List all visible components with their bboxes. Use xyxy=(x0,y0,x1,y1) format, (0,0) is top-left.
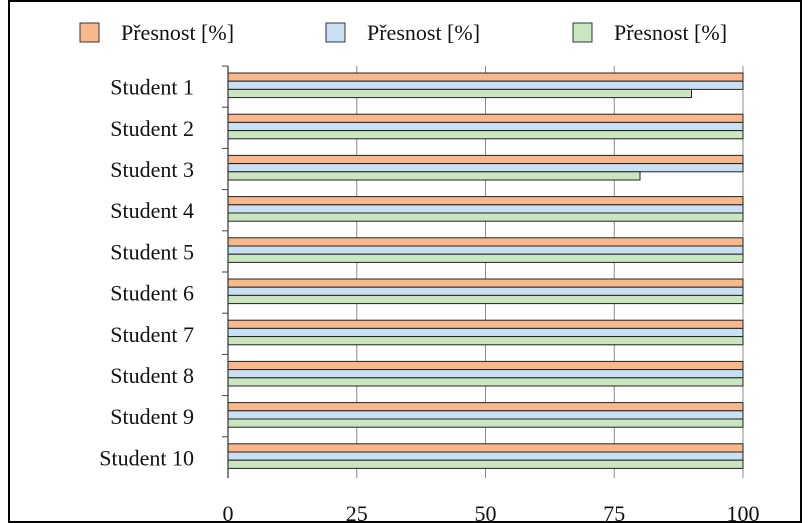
legend-item-3: Přesnost [%] xyxy=(572,20,727,45)
bars xyxy=(227,72,744,469)
x-tick-label: 50 xyxy=(475,501,497,523)
bar-2-series-1 xyxy=(227,113,744,123)
category-label: Student 3 xyxy=(110,157,194,182)
category-label: Student 7 xyxy=(110,322,194,347)
legend-swatch xyxy=(79,22,100,43)
legend-label: Přesnost [%] xyxy=(614,20,727,45)
x-tick-label: 0 xyxy=(223,501,234,523)
bar-8-series-2 xyxy=(227,369,744,379)
bar-1-series-3 xyxy=(227,88,692,99)
category-label: Student 5 xyxy=(110,239,194,264)
bar-3-series-3 xyxy=(227,171,641,181)
x-tick-label: 25 xyxy=(346,501,368,523)
bar-4-series-1 xyxy=(227,196,744,206)
category-label: Student 10 xyxy=(99,445,194,470)
category-label: Student 2 xyxy=(110,116,194,141)
bar-9-series-2 xyxy=(227,410,744,420)
value-axis: 0 25 50 75 100 xyxy=(223,501,760,523)
category-label: Student 4 xyxy=(110,198,194,223)
x-tick-label: 75 xyxy=(603,501,625,523)
bar-7-series-2 xyxy=(227,327,744,338)
bar-6-series-1 xyxy=(227,278,744,288)
legend-swatch xyxy=(572,22,593,43)
bar-7-series-3 xyxy=(227,336,744,346)
legend-item-2: Přesnost [%] xyxy=(325,20,480,45)
bar-7-series-1 xyxy=(227,319,744,329)
x-tick-label: 100 xyxy=(727,501,760,523)
bar-4-series-3 xyxy=(227,212,744,222)
bar-2-series-2 xyxy=(227,121,744,132)
bar-1-series-1 xyxy=(227,72,744,82)
legend-swatch xyxy=(325,22,346,43)
bar-8-series-1 xyxy=(227,360,744,371)
bar-5-series-1 xyxy=(227,237,744,247)
bar-4-series-2 xyxy=(227,204,744,214)
bar-3-series-1 xyxy=(227,154,744,165)
bar-6-series-3 xyxy=(227,294,744,305)
bar-1-series-2 xyxy=(227,80,744,90)
bar-2-series-3 xyxy=(227,130,744,140)
category-label: Student 8 xyxy=(110,363,194,388)
bar-9-series-3 xyxy=(227,418,744,428)
legend-label: Přesnost [%] xyxy=(121,20,234,45)
legend-item-1: Přesnost [%] xyxy=(79,20,234,45)
bar-5-series-2 xyxy=(227,245,744,255)
category-label: Student 6 xyxy=(110,281,194,306)
legend: Přesnost [%] Přesnost [%] Přesnost [%] xyxy=(79,20,727,45)
category-axis: Student 1 Student 2 Student 3 Student 4 Stud… xyxy=(99,65,229,478)
bar-10-series-1 xyxy=(227,443,744,453)
bar-10-series-3 xyxy=(227,459,744,469)
bar-10-series-2 xyxy=(227,451,744,461)
bar-5-series-3 xyxy=(227,253,744,263)
bar-6-series-2 xyxy=(227,286,744,296)
bar-9-series-1 xyxy=(227,402,744,412)
category-label: Student 1 xyxy=(110,75,194,100)
bar-8-series-3 xyxy=(227,377,744,387)
legend-label: Přesnost [%] xyxy=(367,20,480,45)
bar-3-series-2 xyxy=(227,163,744,173)
category-label: Student 9 xyxy=(110,404,194,429)
